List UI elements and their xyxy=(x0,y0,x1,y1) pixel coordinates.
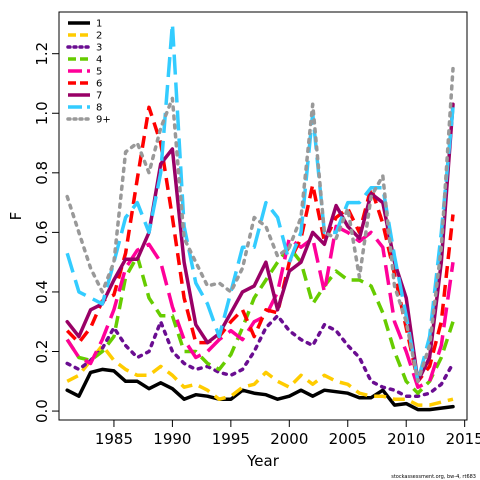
y-tick-label: 1.0 xyxy=(33,101,51,125)
x-tick-label: 2010 xyxy=(387,430,425,448)
x-tick-label: 2000 xyxy=(270,430,308,448)
x-axis-title: Year xyxy=(246,452,280,470)
x-tick-label: 1990 xyxy=(153,430,191,448)
credit-text: stockassessment.org, bw-4, rt683 xyxy=(391,474,476,480)
x-tick-label: 1985 xyxy=(95,430,133,448)
series-line-6 xyxy=(65,105,455,384)
series-line-9plus xyxy=(65,66,455,384)
x-axis: 1985 1990 1995 2000 2005 2010 2015 xyxy=(95,419,480,448)
y-tick-label: 0.0 xyxy=(33,399,51,423)
y-tick-label: 1.2 xyxy=(33,42,51,66)
y-axis-title: F xyxy=(7,212,25,221)
series-line-1 xyxy=(65,367,455,412)
series-line-3 xyxy=(65,314,455,398)
y-tick-label: 0.4 xyxy=(33,280,51,304)
y-tick-label: 0.2 xyxy=(33,340,51,364)
x-tick-label: 2015 xyxy=(446,430,480,448)
legend-label: 7 xyxy=(96,91,102,102)
legend-label: 6 xyxy=(96,79,102,90)
legend-label: 2 xyxy=(96,31,102,42)
legend-label: 5 xyxy=(96,67,102,78)
series-layer xyxy=(65,22,455,412)
legend-label: 3 xyxy=(96,43,102,54)
legend-label: 1 xyxy=(96,19,102,30)
x-tick-label: 2005 xyxy=(329,430,367,448)
y-axis: 0.0 0.2 0.4 0.6 0.8 1.0 1.2 xyxy=(33,42,60,423)
legend-label: 8 xyxy=(96,103,102,114)
y-tick-label: 0.6 xyxy=(33,220,51,244)
legend-label: 9+ xyxy=(96,115,111,126)
series-line-4 xyxy=(65,245,455,395)
y-tick-label: 0.8 xyxy=(33,161,51,185)
legend-label: 4 xyxy=(96,55,102,66)
x-tick-label: 1995 xyxy=(212,430,250,448)
